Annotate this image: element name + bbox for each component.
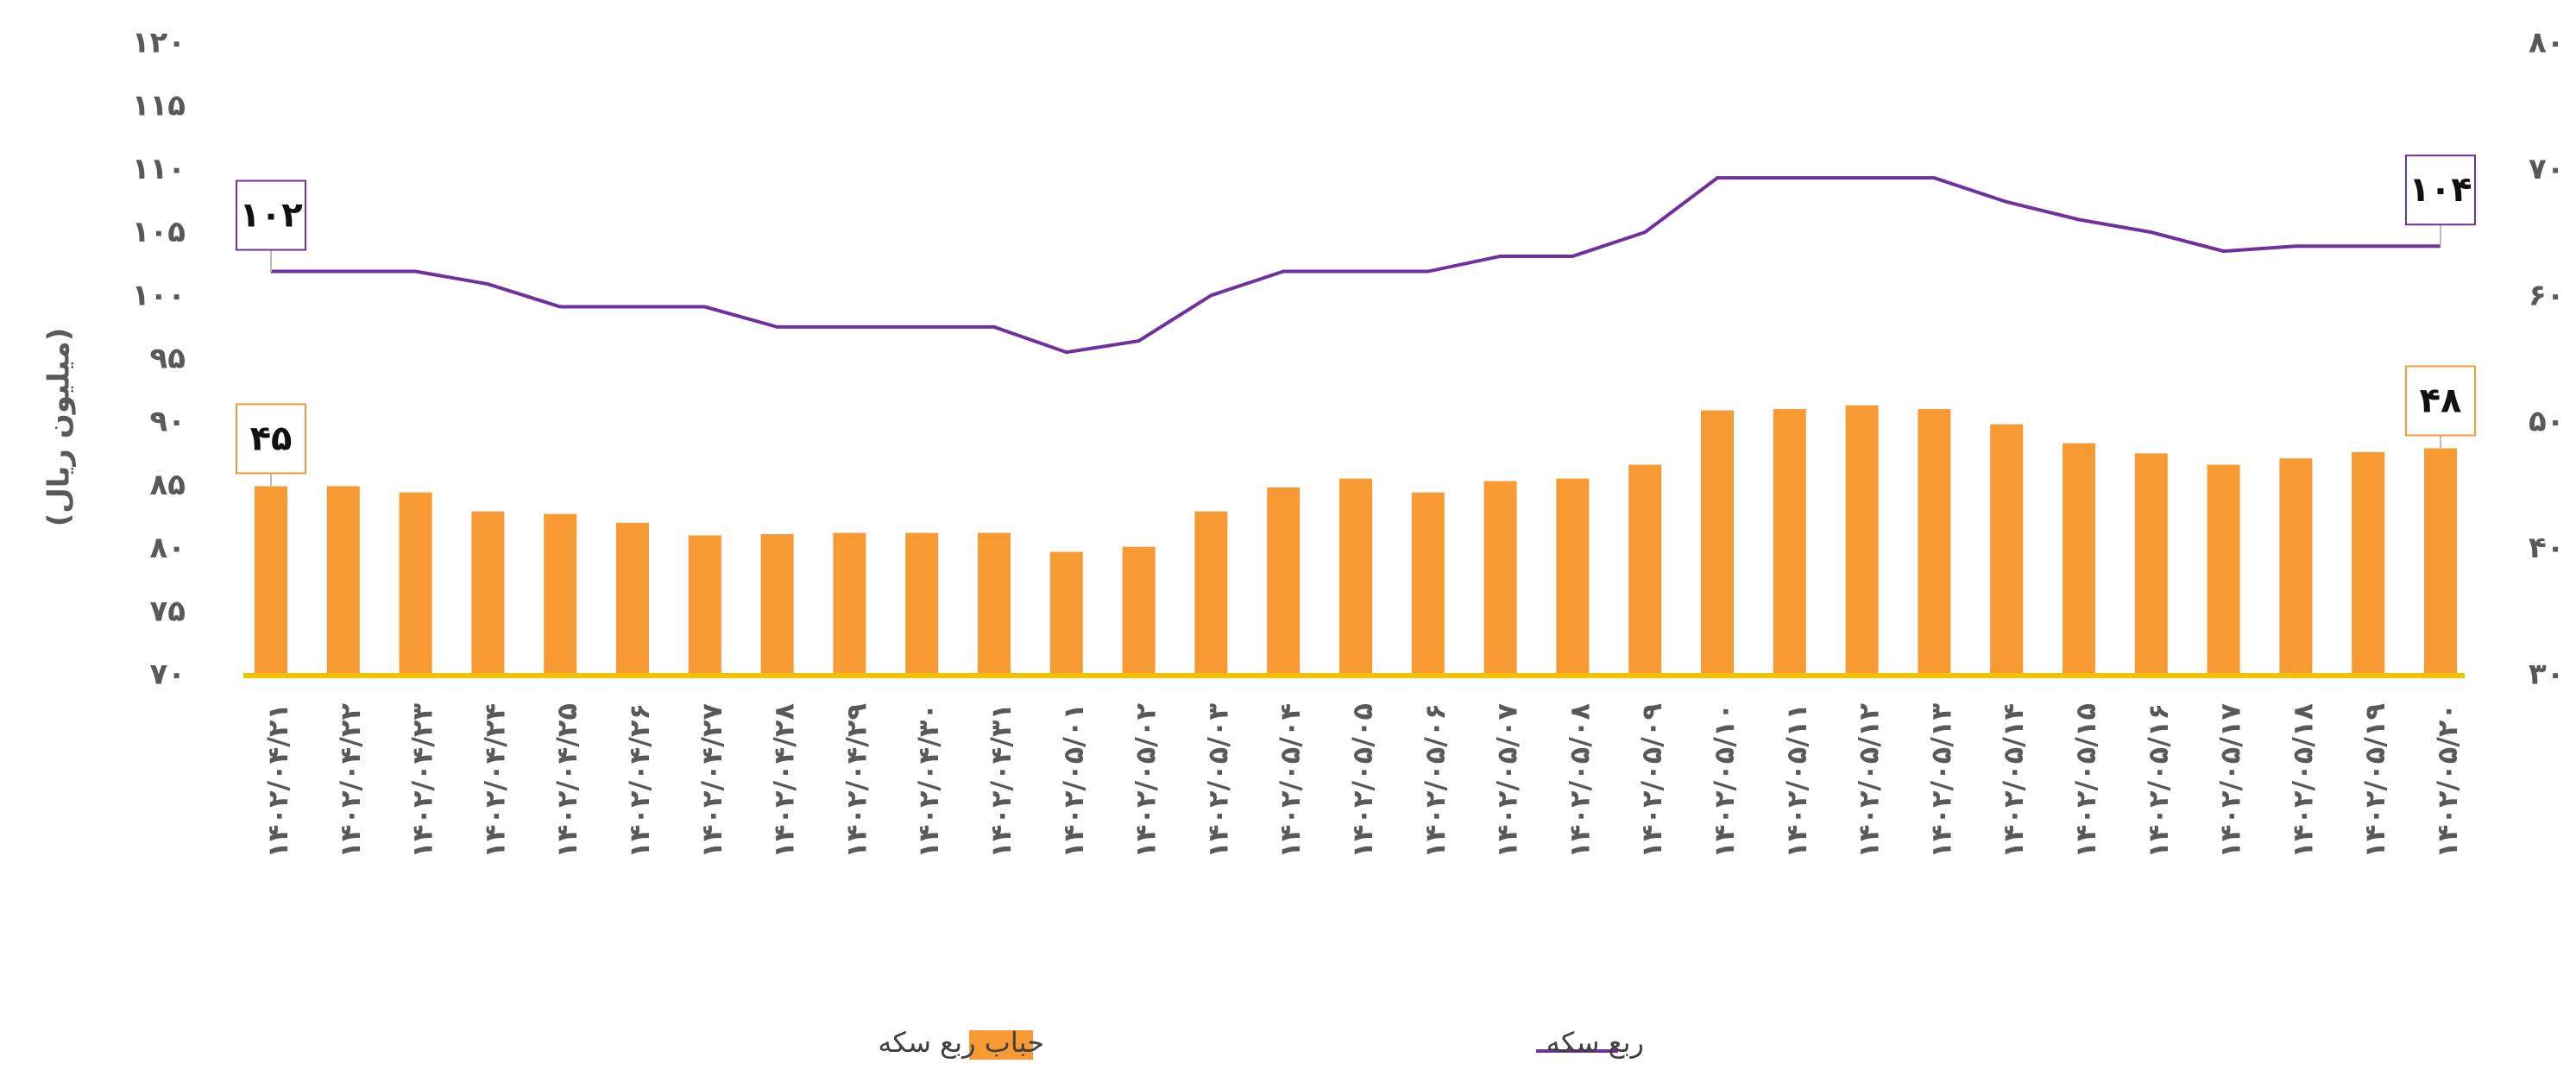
bar bbox=[255, 486, 287, 676]
label-box bbox=[236, 179, 306, 251]
x-tick-label: ۱۴۰۲/۰۵/۱۲ bbox=[1853, 703, 1886, 859]
x-tick-label: ۱۴۰۲/۰۴/۲۵ bbox=[551, 703, 583, 859]
x-tick-label: ۱۴۰۲/۰۵/۱۸ bbox=[2286, 703, 2319, 859]
x-tick-label: ۱۴۰۲/۰۵/۱۱ bbox=[1780, 703, 1813, 859]
x-tick-label: ۱۴۰۲/۰۴/۲۲ bbox=[334, 703, 367, 859]
bar bbox=[2279, 458, 2313, 676]
bar bbox=[1918, 409, 1951, 676]
y2-tick-label: ۸۰ bbox=[2529, 26, 2565, 60]
data-label: ۴۵ bbox=[250, 419, 293, 458]
x-tick-label: ۱۴۰۲/۰۵/۱۴ bbox=[1997, 703, 2030, 859]
bar bbox=[2207, 464, 2240, 676]
y-tick-label: ۹۵ bbox=[149, 342, 186, 376]
bar bbox=[978, 532, 1011, 676]
data-label: ۴۸ bbox=[2420, 381, 2462, 420]
legend-label: حباب ربع سکه bbox=[878, 1026, 1044, 1059]
x-tick-label: ۱۴۰۲/۰۴/۳۱ bbox=[985, 703, 1017, 859]
bar bbox=[544, 513, 577, 676]
x-tick-label: ۱۴۰۲/۰۴/۲۴ bbox=[478, 703, 511, 859]
x-tick-label: ۱۴۰۲/۰۴/۲۸ bbox=[768, 703, 801, 859]
x-tick-label: ۱۴۰۲/۰۵/۱۷ bbox=[2214, 703, 2247, 859]
y2-tick-label: ۵۰ bbox=[2529, 405, 2565, 439]
bar bbox=[1049, 551, 1083, 676]
bar bbox=[1339, 478, 1372, 676]
y-axis-label: (میلیون ریال) bbox=[42, 328, 77, 527]
y-tick-label: ۱۱۵ bbox=[132, 89, 186, 123]
x-tick-label: ۱۴۰۲/۰۵/۱۹ bbox=[2359, 703, 2391, 859]
y2-tick-label: ۳۰ bbox=[2529, 658, 2565, 692]
legend-label: ربع سکه bbox=[1546, 1026, 1644, 1059]
bar bbox=[1267, 487, 1301, 676]
x-tick-label: ۱۴۰۲/۰۴/۲۱ bbox=[261, 703, 294, 859]
legend-swatch bbox=[969, 1030, 1033, 1060]
data-label: ۱۰۴ bbox=[2409, 170, 2472, 210]
bar bbox=[2424, 448, 2457, 676]
line bbox=[271, 176, 2441, 355]
bar bbox=[1845, 405, 1879, 676]
data-label: ۱۰۲ bbox=[239, 196, 302, 236]
bar bbox=[1122, 546, 1156, 676]
y-tick-label: ۱۲۰ bbox=[132, 26, 186, 60]
x-tick-label: ۱۴۰۲/۰۵/۰۵ bbox=[1346, 703, 1379, 859]
bar bbox=[1628, 464, 1662, 676]
x-tick-label: ۱۴۰۲/۰۴/۲۹ bbox=[840, 703, 872, 859]
x-tick-label: ۱۴۰۲/۰۵/۰۶ bbox=[1419, 703, 1452, 859]
y-tick-label: ۱۰۰ bbox=[132, 278, 186, 312]
x-tick-label: ۱۴۰۲/۰۵/۱۶ bbox=[2142, 703, 2175, 859]
x-tick-label: ۱۴۰۲/۰۵/۰۷ bbox=[1491, 703, 1524, 859]
x-tick-label: ۱۴۰۲/۰۴/۳۰ bbox=[912, 703, 945, 859]
y-tick-label: ۸۰ bbox=[149, 531, 186, 565]
bar bbox=[2352, 451, 2385, 676]
x-tick-label: ۱۴۰۲/۰۴/۲۷ bbox=[696, 703, 728, 859]
bar bbox=[1773, 409, 1806, 676]
bar bbox=[1483, 481, 1517, 676]
bar bbox=[905, 532, 939, 676]
x-tick-label: ۱۴۰۲/۰۵/۰۸ bbox=[1563, 703, 1596, 859]
x-tick-label: ۱۴۰۲/۰۴/۲۶ bbox=[623, 703, 656, 859]
y-tick-label: ۸۵ bbox=[149, 468, 186, 502]
bar bbox=[2063, 443, 2095, 676]
x-tick-label: ۱۴۰۲/۰۵/۱۵ bbox=[2069, 703, 2102, 859]
bar bbox=[1701, 410, 1734, 676]
bar bbox=[1411, 492, 1445, 676]
x-tick-label: ۱۴۰۲/۰۵/۰۹ bbox=[1635, 703, 1668, 859]
x-tick-label: ۱۴۰۲/۰۴/۲۳ bbox=[406, 703, 439, 859]
label-box bbox=[236, 403, 306, 475]
bar bbox=[616, 522, 649, 676]
bar bbox=[471, 511, 505, 676]
bar bbox=[326, 486, 360, 676]
x-tick-label: ۱۴۰۲/۰۵/۰۴ bbox=[1274, 703, 1307, 859]
x-tick-label: ۱۴۰۲/۰۵/۱۳ bbox=[1924, 703, 1957, 859]
bar bbox=[1556, 478, 1590, 676]
bar bbox=[2134, 453, 2168, 676]
y2-tick-label: ۷۰ bbox=[2529, 152, 2565, 186]
bar bbox=[399, 492, 432, 676]
bar bbox=[1990, 424, 2024, 676]
label-box bbox=[2405, 154, 2476, 226]
y-tick-label: ۷۰ bbox=[149, 658, 186, 692]
x-tick-label: ۱۴۰۲/۰۵/۰۲ bbox=[1130, 703, 1162, 859]
x-tick-label: ۱۴۰۲/۰۵/۱۰ bbox=[1708, 703, 1741, 859]
bar bbox=[1194, 511, 1228, 676]
bar bbox=[833, 532, 866, 676]
y-tick-label: ۱۱۰ bbox=[132, 152, 186, 186]
bar bbox=[688, 535, 721, 676]
y-tick-label: ۷۵ bbox=[149, 594, 186, 628]
x-tick-label: ۱۴۰۲/۰۵/۰۱ bbox=[1057, 703, 1090, 859]
bar bbox=[760, 534, 794, 676]
y2-tick-label: ۴۰ bbox=[2529, 531, 2565, 565]
label-box bbox=[2405, 365, 2476, 437]
x-tick-label: ۱۴۰۲/۰۵/۰۳ bbox=[1201, 703, 1234, 859]
y2-tick-label: ۶۰ bbox=[2529, 278, 2565, 312]
y-tick-label: ۱۰۵ bbox=[132, 215, 186, 249]
y-tick-label: ۹۰ bbox=[149, 405, 186, 439]
x-tick-label: ۱۴۰۲/۰۵/۲۰ bbox=[2431, 703, 2464, 859]
